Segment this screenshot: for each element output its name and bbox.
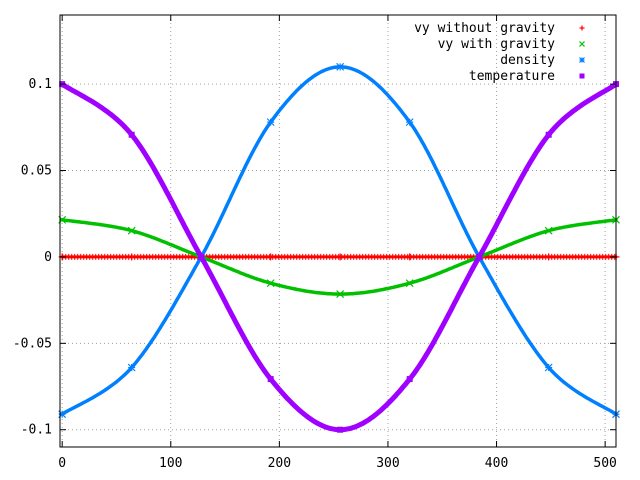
data-point bbox=[266, 118, 275, 127]
y-tick-label: 0.1 bbox=[29, 77, 52, 92]
data-point bbox=[406, 253, 414, 261]
legend-marker bbox=[579, 73, 585, 79]
data-point bbox=[545, 131, 552, 138]
x-tick-label: 300 bbox=[376, 456, 399, 471]
data-point bbox=[336, 62, 345, 71]
data-point bbox=[128, 131, 135, 138]
legend-label: temperature bbox=[469, 69, 555, 84]
data-point bbox=[405, 279, 414, 288]
data-point bbox=[266, 279, 275, 288]
data-point bbox=[544, 363, 553, 372]
data-point bbox=[405, 118, 414, 127]
y-tick-label: 0 bbox=[44, 250, 52, 265]
x-tick-label: 0 bbox=[58, 456, 66, 471]
legend-label: vy without gravity bbox=[414, 21, 555, 36]
data-point bbox=[545, 253, 553, 261]
data-point bbox=[406, 376, 413, 383]
y-tick-label: 0.05 bbox=[21, 164, 52, 179]
data-point bbox=[127, 226, 136, 235]
legend-marker bbox=[579, 25, 585, 31]
plot-area bbox=[58, 62, 620, 433]
y-tick-label: -0.05 bbox=[13, 336, 52, 351]
legend-marker bbox=[579, 57, 585, 63]
data-point bbox=[544, 226, 553, 235]
x-tick-label: 500 bbox=[593, 456, 616, 471]
data-point bbox=[267, 376, 274, 383]
x-tick-label: 200 bbox=[268, 456, 291, 471]
data-point bbox=[127, 363, 136, 372]
series-1 bbox=[58, 215, 620, 298]
legend-marker bbox=[579, 41, 585, 47]
data-point bbox=[337, 426, 344, 433]
axes: 0 100 200 300 400 500 -0.1 -0.05 0 0.05 0.1 bbox=[13, 15, 617, 471]
data-point bbox=[336, 290, 345, 298]
plot-frame bbox=[59, 14, 617, 448]
x-tick-label: 100 bbox=[159, 456, 182, 471]
y-tick-label: -0.1 bbox=[21, 423, 52, 438]
legend-label: density bbox=[500, 53, 555, 68]
data-point bbox=[336, 253, 344, 261]
data-point bbox=[476, 253, 483, 260]
data-point bbox=[128, 253, 136, 261]
data-point bbox=[267, 253, 275, 261]
x-tick-label: 400 bbox=[485, 456, 508, 471]
legend-label: vy with gravity bbox=[438, 37, 556, 52]
data-point bbox=[198, 253, 205, 260]
